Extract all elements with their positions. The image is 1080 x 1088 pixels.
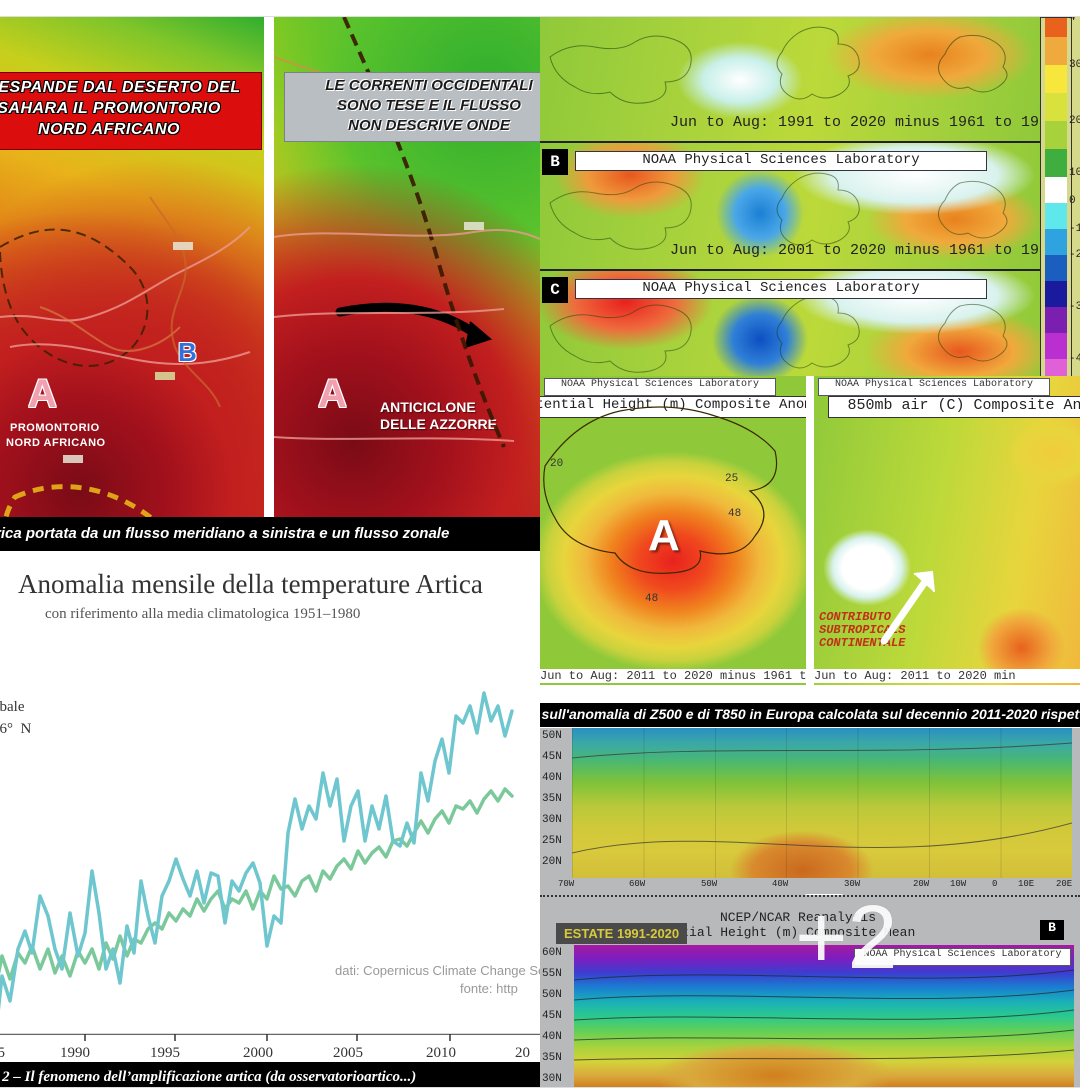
svg-text:20: 20 [550,458,563,470]
svg-text:48: 48 [645,593,658,605]
svg-text:48: 48 [728,508,741,520]
svg-text:25: 25 [725,473,738,485]
